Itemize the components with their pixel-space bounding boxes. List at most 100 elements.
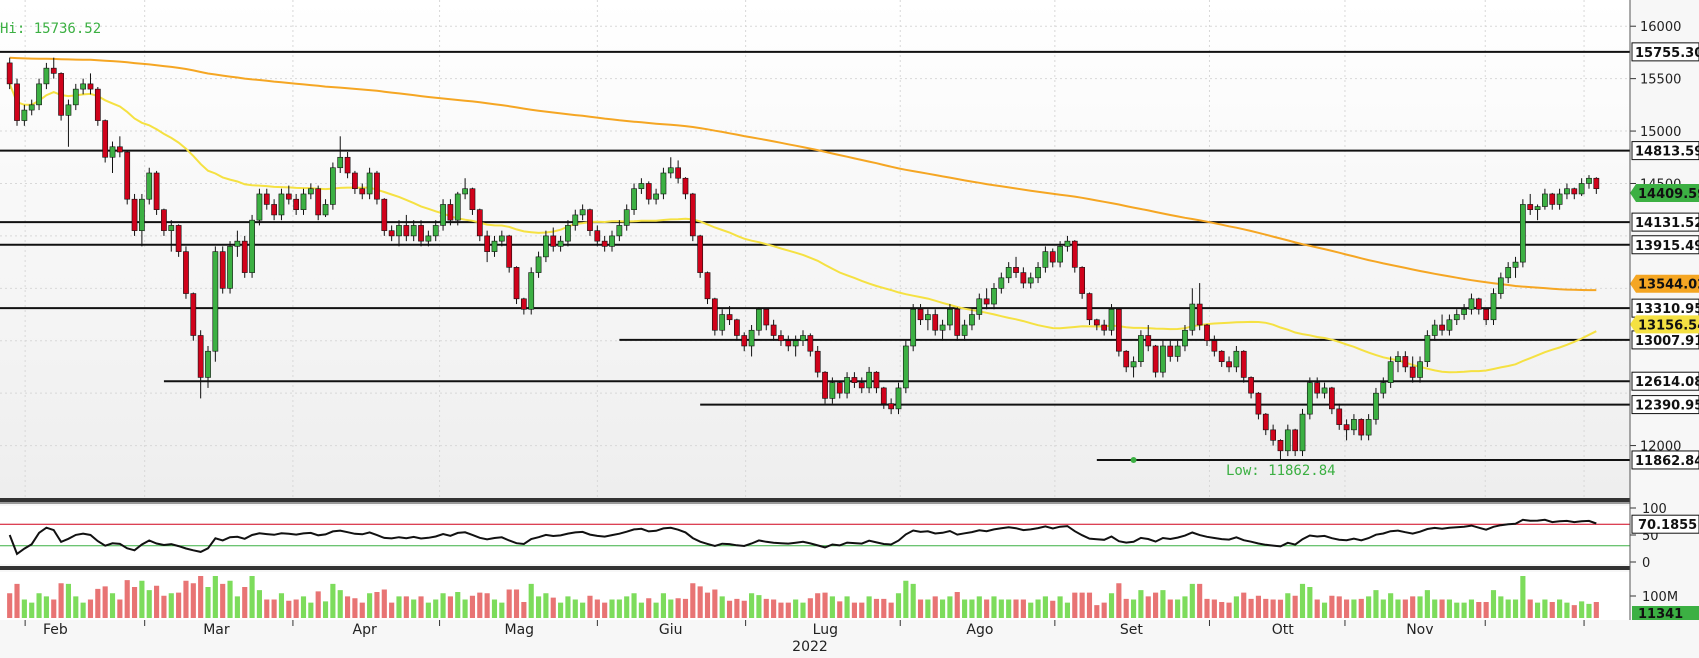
low-annotation: Low: 11862.84 bbox=[1226, 463, 1336, 479]
level-label: 14131.52 bbox=[1635, 216, 1699, 231]
volume-bar bbox=[653, 602, 659, 618]
candle-body bbox=[814, 350, 821, 373]
low-marker bbox=[1130, 456, 1137, 463]
candle-body bbox=[307, 188, 314, 195]
volume-bar bbox=[286, 600, 292, 618]
ma-slow-badge: 13544.02 bbox=[1638, 278, 1699, 293]
volume-bar bbox=[1108, 593, 1115, 618]
candle-body bbox=[1255, 392, 1262, 415]
candle-body bbox=[491, 240, 498, 252]
volume-bar bbox=[697, 586, 703, 618]
volume-bar bbox=[550, 597, 556, 618]
candle-body bbox=[1035, 267, 1041, 279]
candle-body bbox=[1226, 361, 1232, 368]
volume-bar bbox=[1490, 590, 1497, 618]
volume-bar bbox=[1549, 602, 1555, 618]
candle-body bbox=[1196, 303, 1203, 326]
candle-body bbox=[1475, 298, 1482, 310]
candle-body bbox=[719, 314, 726, 331]
volume-bar bbox=[1321, 602, 1328, 618]
candle-body bbox=[227, 246, 233, 289]
volume-bar bbox=[624, 596, 630, 618]
volume-bar bbox=[587, 595, 593, 618]
volume-bar bbox=[447, 596, 453, 618]
volume-bar bbox=[455, 592, 461, 618]
candle-body bbox=[315, 188, 322, 216]
price-panel bbox=[0, 0, 1630, 498]
month-label-ago: Ago bbox=[966, 622, 993, 638]
candle-body bbox=[1160, 345, 1166, 373]
volume-bar bbox=[29, 602, 35, 618]
volume-bar bbox=[131, 587, 138, 618]
candle-body bbox=[330, 167, 336, 205]
candle-body bbox=[895, 387, 902, 410]
volume-bar bbox=[939, 599, 946, 618]
volume-bar bbox=[1064, 602, 1071, 618]
candle-body bbox=[1284, 429, 1291, 452]
volume-bar bbox=[433, 599, 439, 618]
volume-bar bbox=[315, 591, 321, 618]
price-panel-divider[interactable] bbox=[0, 498, 1630, 502]
volume-bar bbox=[1292, 595, 1298, 618]
candle-body bbox=[410, 225, 417, 237]
candle-body bbox=[161, 209, 167, 231]
month-label-mag: Mag bbox=[504, 622, 534, 638]
candle-body bbox=[1152, 345, 1159, 373]
volume-bar bbox=[381, 589, 387, 618]
rsi-last-box bbox=[1631, 514, 1699, 534]
volume-bar bbox=[513, 589, 520, 618]
ma-fast-line bbox=[8, 83, 1597, 374]
candle-body bbox=[851, 377, 858, 383]
candle-body bbox=[748, 329, 755, 347]
volume-bar bbox=[535, 596, 542, 618]
volume-bar bbox=[1255, 595, 1261, 618]
month-label-apr: Apr bbox=[353, 622, 377, 638]
volume-bar bbox=[1175, 599, 1181, 618]
volume-bar bbox=[73, 596, 79, 618]
candle-body bbox=[1520, 204, 1526, 263]
candle-body bbox=[359, 188, 366, 195]
volume-bar bbox=[1410, 596, 1416, 618]
volume-bar bbox=[1094, 605, 1100, 618]
candle-body bbox=[116, 146, 123, 153]
candle-body bbox=[241, 240, 248, 273]
volume-bar bbox=[1388, 593, 1394, 618]
volume-bar bbox=[917, 599, 924, 618]
candle-body bbox=[50, 67, 57, 74]
volume-bar bbox=[873, 598, 880, 618]
volume-bar bbox=[418, 596, 424, 618]
volume-bar bbox=[1057, 596, 1063, 618]
candle-body bbox=[506, 235, 513, 268]
volume-bar bbox=[932, 596, 938, 618]
volume-bar bbox=[1446, 599, 1452, 618]
candle-body bbox=[28, 104, 35, 111]
candle-body bbox=[1490, 293, 1497, 321]
candle-body bbox=[800, 335, 806, 342]
candle-body bbox=[1115, 308, 1122, 352]
level-label: 13310.95 bbox=[1635, 302, 1699, 317]
candle-body bbox=[917, 308, 924, 321]
candle-body bbox=[1321, 387, 1328, 394]
rsi-tick-label: 100 bbox=[1642, 502, 1667, 517]
volume-bar bbox=[851, 602, 857, 618]
volume-last-label: 11341 bbox=[1638, 607, 1683, 622]
volume-bar bbox=[43, 596, 49, 618]
candle-body bbox=[256, 193, 263, 221]
volume-bar bbox=[1233, 596, 1239, 618]
volume-bar bbox=[528, 583, 534, 618]
volume-bar bbox=[411, 599, 417, 618]
candle-body bbox=[756, 308, 762, 331]
candle-body bbox=[961, 324, 968, 336]
candle-body bbox=[1365, 419, 1372, 436]
rsi-panel bbox=[0, 506, 1630, 564]
volume-bar bbox=[139, 580, 145, 618]
candle-body bbox=[454, 193, 461, 221]
candle-body bbox=[374, 172, 380, 200]
volume-bar bbox=[822, 592, 828, 618]
volume-bar bbox=[1182, 596, 1188, 618]
candle-body bbox=[322, 204, 329, 216]
rsi-panel-divider[interactable] bbox=[0, 566, 1630, 570]
candle-body bbox=[785, 340, 792, 347]
month-label-giu: Giu bbox=[659, 622, 683, 638]
volume-bar bbox=[109, 593, 116, 618]
